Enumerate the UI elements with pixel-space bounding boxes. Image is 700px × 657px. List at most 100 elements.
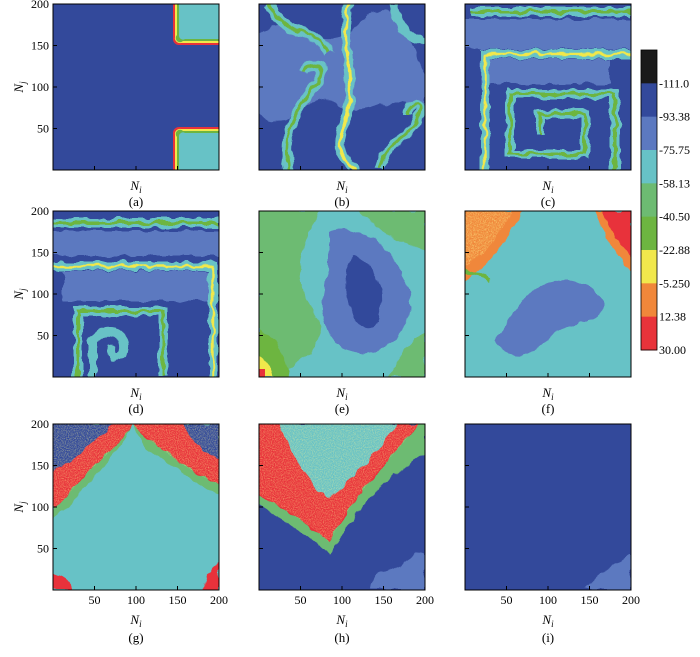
y-axis-label-sub: j [18, 501, 28, 505]
x-axis-label: Ni [129, 612, 142, 629]
x-tick-label: 50 [89, 593, 101, 607]
colorbar-label: -93.38 [659, 110, 690, 124]
colorbar-label: -22.88 [659, 243, 690, 257]
x-axis-label-sub: i [345, 185, 348, 195]
x-axis-label: Ni [129, 178, 142, 195]
x-axis-label: Ni [541, 385, 554, 402]
y-tick-label: 50 [37, 329, 49, 343]
x-axis-label-main: N [335, 385, 346, 400]
x-axis-label-main: N [129, 178, 140, 193]
x-axis-label-sub: i [139, 392, 142, 402]
colorbar-label: -111.0 [659, 76, 689, 90]
x-axis-label-main: N [541, 612, 552, 627]
panel-3-axes: Ni(c) [465, 3, 632, 209]
x-axis-label: Ni [335, 178, 348, 195]
x-tick-label: 100 [333, 593, 351, 607]
panel-label: (d) [128, 401, 143, 416]
x-axis-label-sub: i [551, 619, 554, 629]
x-tick-label: 100 [127, 593, 145, 607]
panel-f [464, 210, 632, 378]
y-axis-label-main: N [11, 290, 26, 301]
x-axis-label-main: N [335, 178, 346, 193]
y-axis-label: Nj [11, 288, 28, 301]
y-tick-label: 100 [31, 80, 49, 94]
panel-label: (a) [129, 194, 143, 209]
panel-label: (h) [334, 630, 349, 645]
colorbar-swatch [641, 183, 657, 218]
x-axis-label: Ni [129, 385, 142, 402]
colorbar-label: -58.13 [659, 176, 690, 190]
x-axis-label-main: N [129, 385, 140, 400]
panel-c [464, 3, 632, 171]
panel-label: (f) [542, 401, 555, 416]
colorbar: -111.0 -93.38 -75.75 -58.13 -40.50 -22.88 -5.2… [640, 49, 690, 357]
x-axis-label-main: N [541, 385, 552, 400]
x-tick-label: 150 [375, 593, 393, 607]
y-tick-label: 50 [37, 542, 49, 556]
panel-5-axes: Ni(e) [259, 210, 426, 416]
x-axis-label-main: N [129, 612, 140, 627]
panel-g [52, 423, 220, 591]
colorbar-label: -5.250 [659, 276, 690, 290]
x-axis-label-sub: i [345, 619, 348, 629]
panel-i [464, 423, 632, 591]
colorbar-swatch [641, 116, 657, 151]
panel-b [258, 3, 426, 171]
y-axis-label-sub: j [18, 81, 28, 85]
colorbar-label: 12.38 [659, 310, 686, 324]
y-tick-label: 100 [31, 287, 49, 301]
colorbar-swatch [641, 150, 657, 184]
y-tick-label: 150 [31, 459, 49, 473]
panel-9-axes: 50 100 150 200 Ni(i) [465, 423, 640, 645]
y-tick-label: 100 [31, 500, 49, 514]
y-tick-label: 150 [31, 39, 49, 53]
y-axis-label-main: N [11, 503, 26, 514]
y-tick-label: 50 [37, 122, 49, 136]
x-tick-label: 150 [169, 593, 187, 607]
x-axis-label-sub: i [551, 392, 554, 402]
colorbar-swatch [641, 250, 657, 284]
x-axis-label-sub: i [139, 185, 142, 195]
y-tick-label: 150 [31, 246, 49, 260]
x-axis-label-main: N [541, 178, 552, 193]
x-tick-label: 100 [539, 593, 557, 607]
y-axis-label-main: N [11, 83, 26, 94]
panel-label: (c) [541, 194, 555, 209]
x-tick-label: 50 [295, 593, 307, 607]
colorbar-swatch [641, 50, 657, 84]
y-axis-label: Nj [11, 501, 28, 514]
y-axis-label-sub: j [18, 288, 28, 292]
x-tick-label: 200 [622, 593, 640, 607]
panel-a [52, 3, 220, 171]
y-tick-label: 200 [31, 204, 49, 218]
x-axis-label-sub: i [345, 392, 348, 402]
panel-label: (i) [542, 630, 554, 645]
y-tick-label: 200 [31, 417, 49, 431]
colorbar-label: -75.75 [659, 143, 690, 157]
colorbar-swatch [641, 216, 657, 251]
panel-8-axes: 50 100 150 200 Ni(h) [259, 423, 434, 645]
x-axis-label: Ni [541, 612, 554, 629]
colorbar-label: 30.00 [659, 343, 686, 357]
panel-d [52, 210, 220, 378]
panel-h [258, 423, 426, 591]
x-axis-label: Ni [541, 178, 554, 195]
panel-label: (b) [334, 194, 349, 209]
panel-6-axes: Ni(f) [465, 210, 632, 416]
y-axis-label: Nj [11, 81, 28, 94]
x-axis-label-main: N [335, 612, 346, 627]
x-tick-label: 150 [581, 593, 599, 607]
x-axis-label-sub: i [551, 185, 554, 195]
panel-label: (e) [335, 401, 349, 416]
colorbar-swatch [641, 83, 657, 118]
colorbar-swatch [641, 316, 657, 351]
colorbar-frame [640, 49, 658, 351]
x-tick-label: 200 [210, 593, 228, 607]
panel-e [258, 210, 426, 378]
panel-2-axes: Ni(b) [259, 3, 426, 209]
x-axis-label: Ni [335, 385, 348, 402]
x-tick-label: 200 [416, 593, 434, 607]
